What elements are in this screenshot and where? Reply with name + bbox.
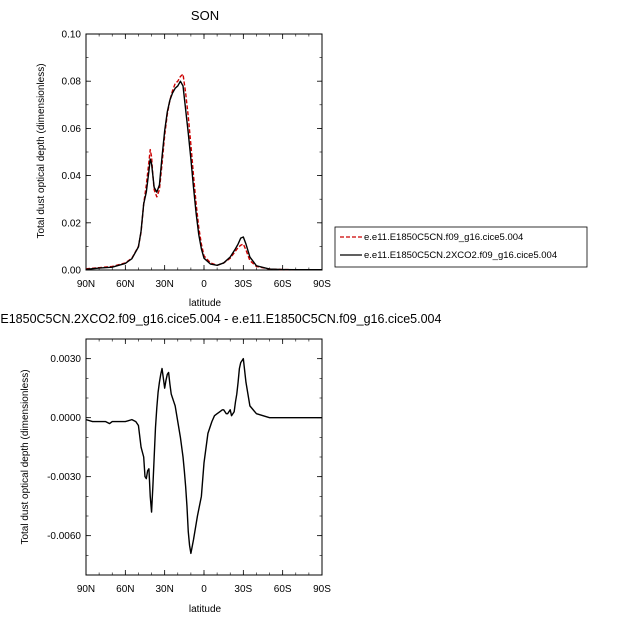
y-tick-label: 0.10 bbox=[62, 30, 82, 41]
bottom-panel-title: e.e11.E1850C5CN.2XCO2.f09_g16.cice5.004 … bbox=[0, 312, 441, 326]
x-tick-label: 30N bbox=[155, 279, 173, 290]
x-tick-label: 30S bbox=[234, 279, 252, 290]
legend: e.e11.E1850C5CN.f09_g16.cice5.004 e.e11.… bbox=[334, 226, 588, 268]
x-tick-label: 60S bbox=[274, 584, 292, 595]
y-tick-label: 0.06 bbox=[62, 124, 82, 135]
x-tick-label: 0 bbox=[201, 584, 207, 595]
x-tick-label: 90S bbox=[313, 584, 331, 595]
series-line-0-0 bbox=[85, 73, 322, 271]
bottom-panel-x-axis-label: latitude bbox=[189, 604, 222, 615]
x-tick-label: 90N bbox=[77, 279, 95, 290]
top-panel-lines bbox=[85, 73, 322, 271]
bottom-panel-lines bbox=[85, 357, 322, 555]
y-tick-label: 0.02 bbox=[62, 218, 82, 229]
top-panel-ticks: 90N 60N 30N 0 30S 60S 90S 0.00 0.02 0.04 0.06 0.08 0… bbox=[62, 30, 332, 291]
y-tick-label: -0.0060 bbox=[47, 531, 81, 542]
x-tick-label: 0 bbox=[201, 279, 207, 290]
y-tick-label: 0.0000 bbox=[50, 413, 81, 424]
y-tick-label: 0.0030 bbox=[50, 354, 81, 365]
x-tick-label: 30S bbox=[234, 584, 252, 595]
x-tick-label: 30N bbox=[155, 584, 173, 595]
top-panel-x-axis-label: latitude bbox=[189, 298, 222, 309]
top-panel: SON Total dust optical depth (dimensionl… bbox=[36, 8, 331, 309]
bottom-panel-ticks: 90N 60N 30N 0 30S 60S 90S 0.0030 0.0000 -0.0030 -0… bbox=[47, 338, 331, 595]
bottom-plot-frame bbox=[85, 338, 323, 576]
legend-label-2xco2: e.e11.E1850C5CN.2XCO2.f09_g16.cice5.004 bbox=[364, 250, 557, 261]
bottom-panel: e.e11.E1850C5CN.2XCO2.f09_g16.cice5.004 … bbox=[0, 312, 441, 615]
y-tick-label: 0.08 bbox=[62, 77, 82, 88]
y-tick-label: 0.00 bbox=[62, 266, 82, 277]
x-tick-label: 90S bbox=[313, 279, 331, 290]
legend-label-control: e.e11.E1850C5CN.f09_g16.cice5.004 bbox=[364, 232, 523, 243]
legend-box bbox=[334, 226, 588, 268]
top-panel-title: SON bbox=[191, 8, 219, 23]
x-tick-label: 90N bbox=[77, 584, 95, 595]
series-line-0-1 bbox=[85, 80, 322, 271]
x-tick-label: 60N bbox=[116, 279, 134, 290]
x-tick-label: 60N bbox=[116, 584, 134, 595]
series-line-1-0 bbox=[85, 357, 322, 555]
top-plot-frame bbox=[85, 33, 323, 271]
top-panel-y-axis-label: Total dust optical depth (dimensionless) bbox=[36, 63, 47, 238]
y-tick-label: 0.04 bbox=[62, 171, 82, 182]
y-tick-label: -0.0030 bbox=[47, 472, 81, 483]
x-tick-label: 60S bbox=[274, 279, 292, 290]
bottom-panel-y-axis-label: Total dust optical depth (dimensionless) bbox=[20, 369, 31, 544]
